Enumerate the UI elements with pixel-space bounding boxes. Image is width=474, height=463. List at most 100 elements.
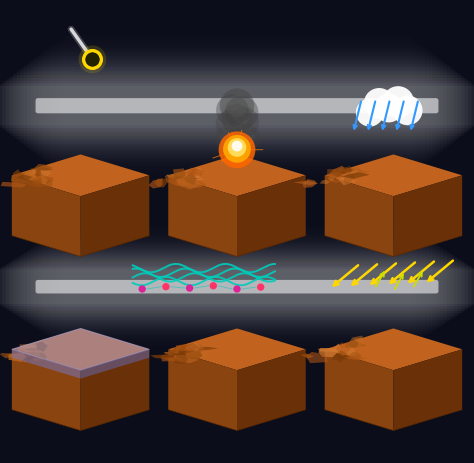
Point bbox=[233, 117, 241, 124]
Point bbox=[233, 286, 241, 293]
Polygon shape bbox=[172, 345, 188, 357]
Polygon shape bbox=[183, 174, 197, 185]
Polygon shape bbox=[30, 355, 46, 360]
Point bbox=[89, 56, 96, 64]
Polygon shape bbox=[81, 176, 149, 257]
Polygon shape bbox=[23, 175, 53, 188]
Polygon shape bbox=[319, 348, 339, 357]
Polygon shape bbox=[13, 170, 23, 181]
Polygon shape bbox=[330, 170, 346, 178]
Polygon shape bbox=[393, 350, 462, 431]
Point bbox=[228, 107, 236, 115]
Polygon shape bbox=[24, 352, 37, 355]
Polygon shape bbox=[26, 175, 46, 181]
Polygon shape bbox=[165, 175, 179, 185]
Polygon shape bbox=[167, 175, 187, 187]
Polygon shape bbox=[336, 350, 349, 360]
Polygon shape bbox=[177, 344, 195, 356]
Polygon shape bbox=[174, 355, 199, 363]
Polygon shape bbox=[354, 338, 363, 346]
Polygon shape bbox=[32, 339, 55, 350]
Point bbox=[233, 138, 241, 145]
Polygon shape bbox=[187, 351, 203, 360]
Polygon shape bbox=[301, 354, 314, 359]
Polygon shape bbox=[168, 176, 237, 257]
Polygon shape bbox=[81, 350, 149, 431]
Polygon shape bbox=[12, 155, 149, 197]
Polygon shape bbox=[12, 350, 81, 431]
Polygon shape bbox=[182, 172, 196, 175]
Polygon shape bbox=[237, 176, 306, 257]
Point bbox=[210, 282, 217, 290]
Polygon shape bbox=[11, 350, 31, 359]
Polygon shape bbox=[325, 350, 393, 431]
Polygon shape bbox=[188, 168, 198, 181]
Polygon shape bbox=[17, 175, 33, 181]
Polygon shape bbox=[345, 357, 368, 361]
Point bbox=[233, 103, 241, 110]
Polygon shape bbox=[332, 351, 348, 361]
Polygon shape bbox=[161, 352, 180, 358]
Polygon shape bbox=[37, 342, 51, 345]
Polygon shape bbox=[12, 349, 19, 353]
Polygon shape bbox=[328, 166, 347, 179]
Polygon shape bbox=[343, 168, 366, 175]
Polygon shape bbox=[14, 354, 29, 363]
Polygon shape bbox=[23, 172, 36, 180]
Polygon shape bbox=[306, 352, 328, 363]
Point bbox=[162, 283, 170, 291]
Point bbox=[233, 103, 241, 110]
Polygon shape bbox=[25, 348, 43, 351]
Point bbox=[138, 286, 146, 293]
Polygon shape bbox=[185, 344, 203, 351]
Polygon shape bbox=[168, 155, 306, 197]
Point bbox=[375, 100, 383, 108]
Polygon shape bbox=[333, 168, 356, 175]
Point bbox=[233, 138, 241, 145]
Polygon shape bbox=[345, 341, 359, 348]
Polygon shape bbox=[40, 353, 46, 363]
Polygon shape bbox=[195, 168, 203, 175]
Polygon shape bbox=[155, 179, 168, 188]
Polygon shape bbox=[346, 340, 366, 348]
Point bbox=[224, 135, 231, 143]
Point bbox=[228, 107, 236, 115]
Polygon shape bbox=[168, 329, 306, 370]
Polygon shape bbox=[293, 181, 319, 186]
Polygon shape bbox=[2, 356, 30, 358]
Point bbox=[186, 285, 193, 292]
Point bbox=[224, 135, 231, 143]
Polygon shape bbox=[35, 171, 43, 178]
Polygon shape bbox=[341, 168, 363, 177]
Polygon shape bbox=[319, 181, 330, 185]
Polygon shape bbox=[325, 329, 462, 370]
Polygon shape bbox=[27, 352, 47, 362]
Polygon shape bbox=[333, 344, 342, 354]
Point bbox=[366, 110, 374, 117]
Polygon shape bbox=[327, 179, 345, 184]
Polygon shape bbox=[11, 173, 31, 184]
Polygon shape bbox=[12, 329, 149, 370]
Polygon shape bbox=[169, 177, 202, 181]
Polygon shape bbox=[318, 349, 341, 352]
Polygon shape bbox=[336, 351, 358, 356]
Point bbox=[394, 99, 402, 106]
Polygon shape bbox=[1, 182, 27, 188]
Point bbox=[233, 147, 241, 154]
Point bbox=[226, 121, 234, 129]
Polygon shape bbox=[81, 350, 149, 379]
Point bbox=[233, 146, 241, 153]
Point bbox=[238, 110, 246, 117]
Polygon shape bbox=[351, 169, 360, 176]
FancyBboxPatch shape bbox=[36, 99, 438, 114]
Point bbox=[226, 121, 234, 129]
Polygon shape bbox=[34, 164, 53, 171]
Polygon shape bbox=[12, 329, 149, 370]
Polygon shape bbox=[302, 180, 317, 188]
Polygon shape bbox=[198, 345, 205, 353]
Polygon shape bbox=[336, 343, 351, 357]
Point bbox=[233, 144, 241, 152]
Polygon shape bbox=[328, 177, 335, 182]
Polygon shape bbox=[31, 169, 52, 177]
Point bbox=[240, 119, 248, 126]
